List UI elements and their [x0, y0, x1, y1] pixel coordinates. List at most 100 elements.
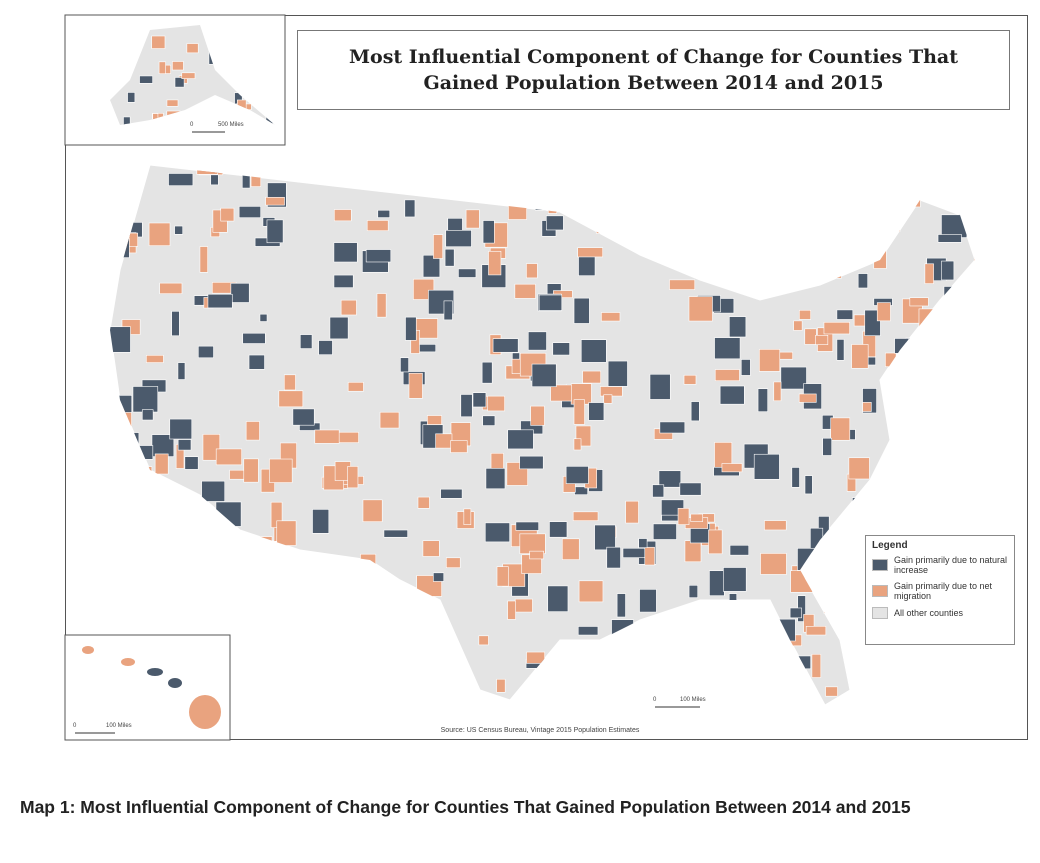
county	[429, 686, 456, 705]
county	[329, 316, 349, 340]
county	[270, 674, 294, 684]
county	[819, 198, 846, 211]
county	[283, 374, 296, 391]
county	[638, 538, 648, 548]
county	[943, 286, 954, 300]
county	[815, 335, 829, 345]
county	[892, 701, 908, 705]
county	[683, 374, 697, 385]
county	[652, 484, 665, 498]
county	[347, 466, 359, 489]
county	[618, 653, 645, 680]
county	[542, 690, 565, 705]
county	[276, 520, 297, 546]
county	[527, 331, 547, 351]
map-title: Most Influential Component of Change for…	[349, 46, 958, 94]
county	[752, 272, 764, 286]
county	[857, 273, 868, 289]
county	[485, 468, 506, 490]
county	[830, 417, 851, 441]
county	[729, 544, 750, 556]
county	[220, 592, 241, 613]
county	[638, 229, 658, 245]
county	[266, 219, 284, 244]
county	[433, 572, 445, 582]
county	[869, 663, 894, 676]
county	[385, 627, 409, 641]
county	[909, 297, 929, 307]
county	[737, 233, 755, 258]
county	[198, 345, 214, 359]
county	[823, 321, 850, 335]
county	[593, 648, 620, 658]
county	[752, 642, 773, 663]
county	[443, 300, 453, 321]
county	[184, 456, 199, 470]
county	[110, 617, 133, 636]
county	[649, 373, 671, 400]
county	[417, 344, 437, 353]
county	[433, 234, 444, 259]
county	[366, 220, 389, 232]
scale-label: 100 Miles	[680, 697, 706, 703]
county	[535, 193, 550, 211]
county	[360, 680, 378, 705]
county	[215, 501, 242, 527]
scale-label: 0	[73, 723, 77, 729]
legend-swatch	[872, 559, 888, 571]
county	[848, 457, 870, 480]
county	[790, 570, 813, 593]
county	[220, 207, 235, 222]
county	[174, 77, 185, 88]
county	[136, 557, 147, 566]
county	[111, 491, 137, 506]
county	[588, 657, 608, 666]
county	[610, 216, 634, 227]
county	[393, 633, 402, 651]
county	[785, 180, 808, 193]
county	[226, 552, 253, 576]
county	[345, 560, 361, 581]
county	[299, 334, 313, 349]
county	[804, 328, 817, 345]
legend-item: Gain primarily due to natural increase	[872, 555, 1008, 575]
county	[531, 363, 557, 388]
county	[578, 255, 596, 276]
county	[720, 246, 730, 255]
county	[774, 176, 787, 187]
county	[110, 193, 131, 205]
county	[970, 687, 975, 701]
county	[478, 635, 489, 646]
county	[965, 389, 974, 413]
county	[538, 294, 563, 311]
county	[350, 591, 374, 613]
county	[313, 614, 324, 624]
county	[805, 626, 827, 636]
county	[151, 35, 166, 49]
county	[927, 179, 942, 188]
county	[462, 166, 484, 188]
county	[784, 182, 797, 208]
county	[215, 448, 242, 466]
county	[836, 339, 845, 361]
county	[927, 471, 942, 483]
county	[741, 203, 756, 228]
county	[361, 679, 373, 705]
county	[202, 434, 221, 461]
county	[851, 344, 869, 369]
legend: Legend Gain primarily due to natural inc…	[865, 535, 1015, 645]
county	[166, 99, 179, 107]
county	[912, 381, 925, 402]
county	[383, 529, 408, 538]
county	[925, 649, 939, 676]
county	[168, 173, 194, 186]
county	[577, 626, 599, 636]
county	[573, 399, 585, 425]
county	[944, 479, 958, 489]
county	[625, 500, 639, 524]
county	[391, 595, 411, 614]
county	[177, 362, 186, 380]
county	[148, 222, 171, 246]
county	[168, 584, 185, 609]
county	[652, 523, 677, 540]
